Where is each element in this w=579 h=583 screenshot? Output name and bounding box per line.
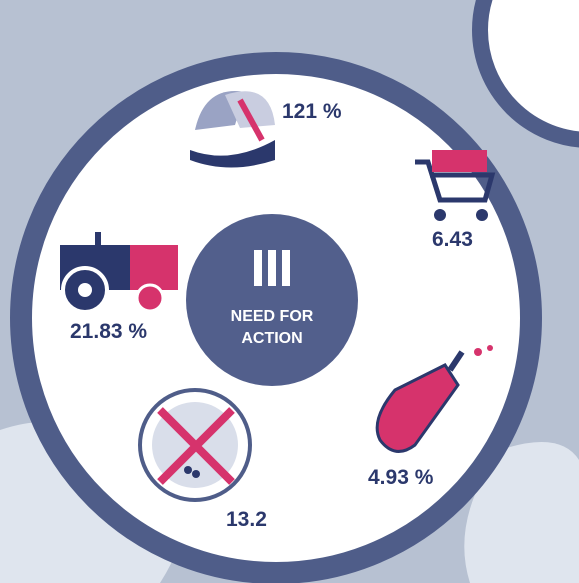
- center-label: NEED FOR ACTION: [230, 308, 314, 347]
- center-icon: [254, 250, 290, 286]
- cart-icon: [415, 150, 496, 221]
- wheat-icon: [190, 91, 275, 168]
- tractor-icon: [60, 232, 178, 314]
- item-label: 13.2: [226, 508, 267, 531]
- side-ring: [472, 0, 579, 148]
- item-label: 21.83 %: [70, 320, 148, 343]
- item-label: 121 %: [282, 100, 342, 123]
- map-land: [464, 442, 579, 583]
- item-label: 6.43: [432, 228, 473, 251]
- item-label: 4.93 %: [368, 466, 434, 489]
- plate-icon: [138, 388, 252, 502]
- bottle-icon: [375, 345, 493, 453]
- center-circle: [186, 214, 358, 386]
